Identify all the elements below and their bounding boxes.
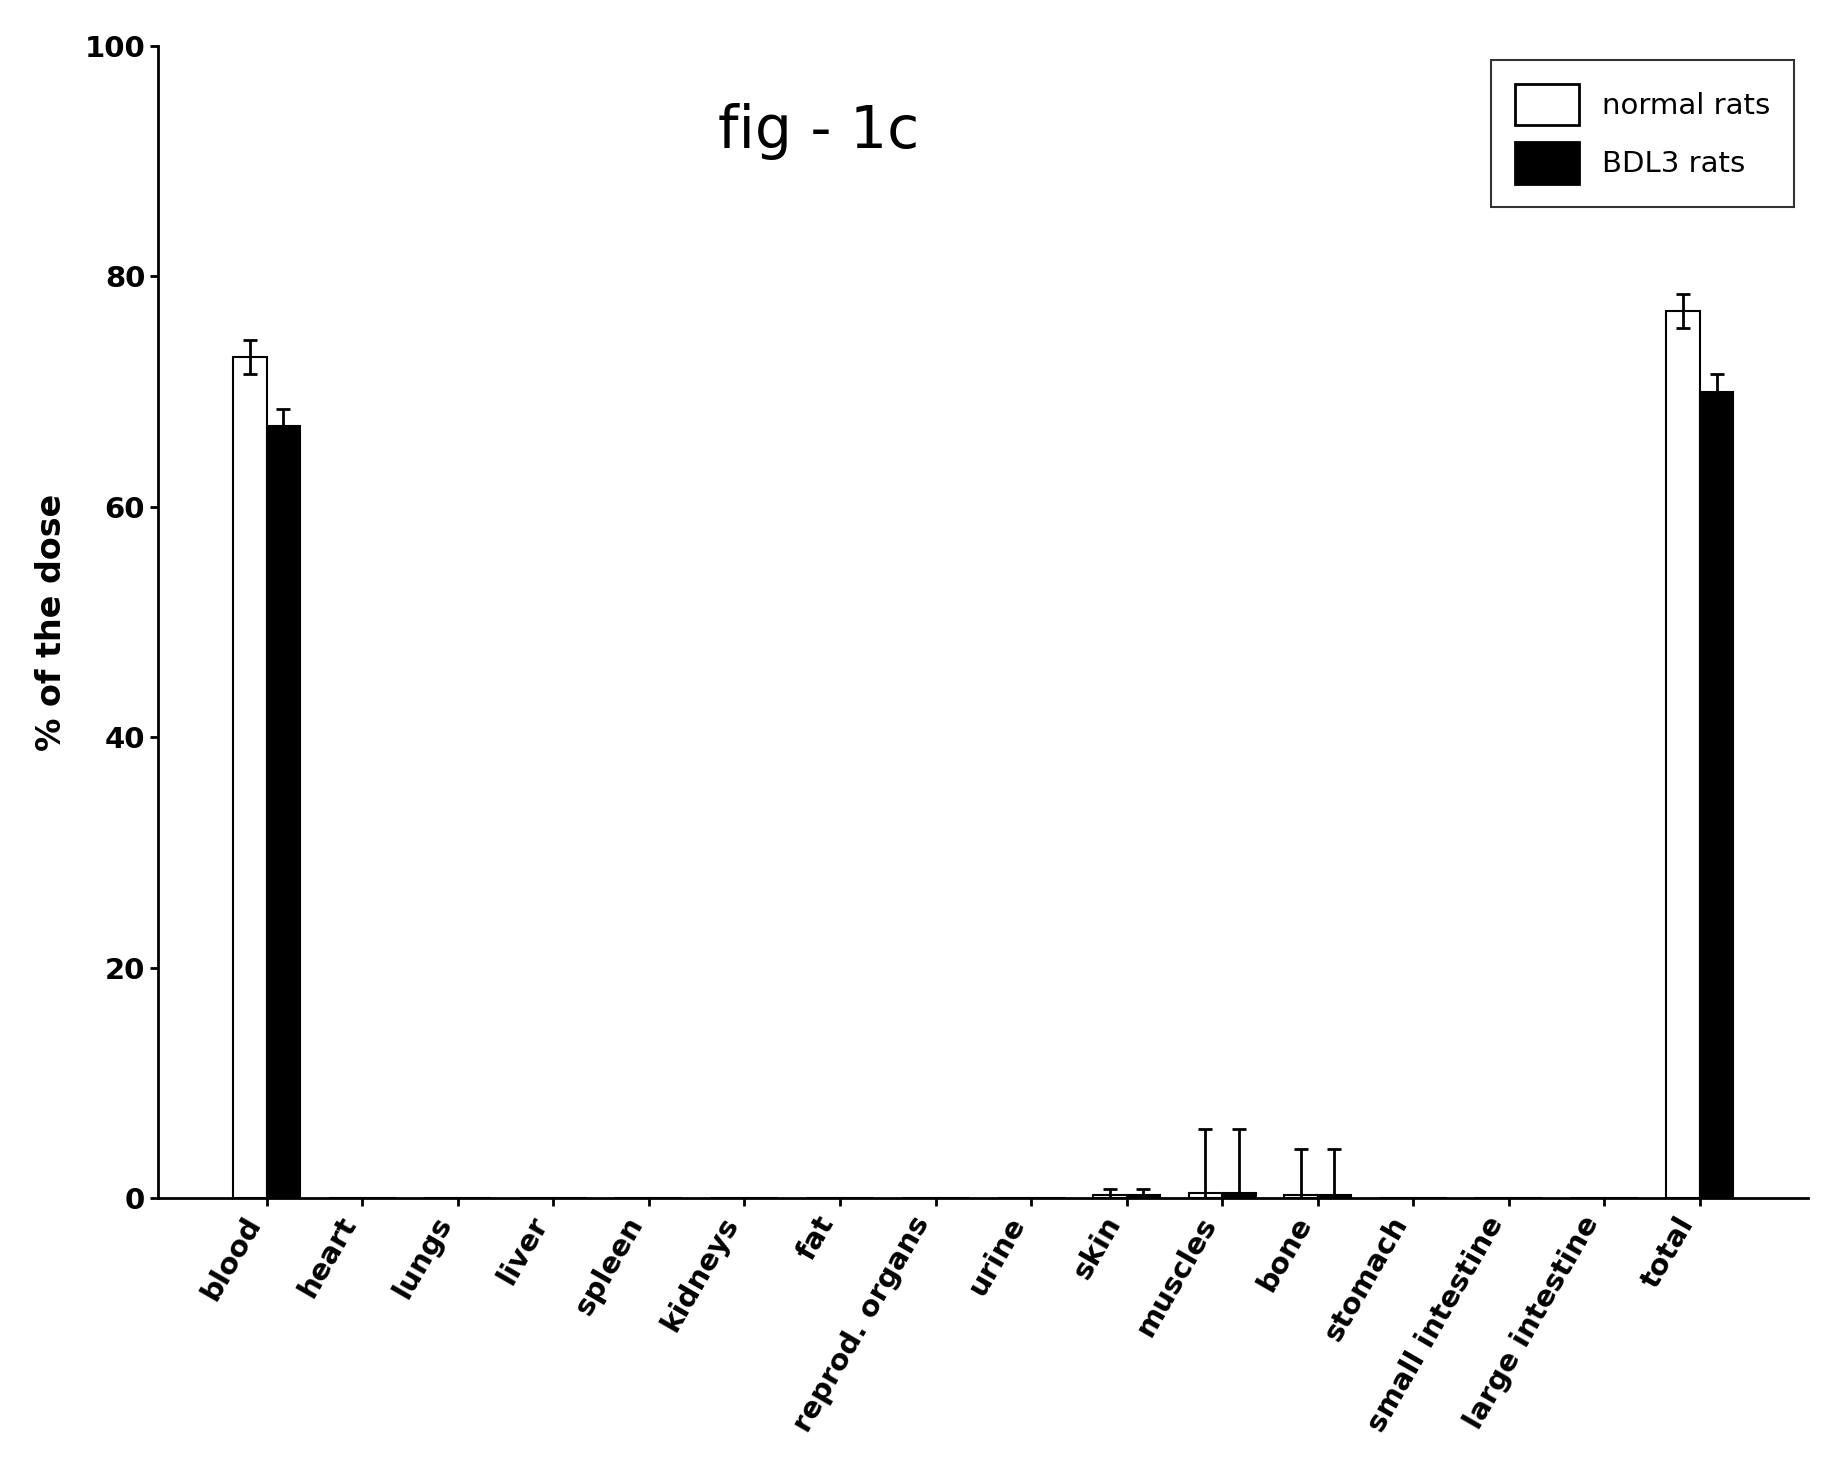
Bar — [1318, 1195, 1351, 1198]
Bar — [1666, 311, 1699, 1198]
Text: fig - 1c: fig - 1c — [717, 103, 920, 160]
Y-axis label: % of the dose: % of the dose — [35, 493, 68, 751]
Bar — [1093, 1195, 1126, 1198]
Bar — [1285, 1195, 1318, 1198]
Bar — [1126, 1195, 1159, 1198]
Bar — [234, 356, 267, 1198]
Bar — [1189, 1192, 1222, 1198]
Legend: normal rats, BDL3 rats: normal rats, BDL3 rats — [1491, 60, 1793, 208]
Bar — [1222, 1192, 1255, 1198]
Bar — [267, 425, 300, 1198]
Bar — [1699, 392, 1732, 1198]
